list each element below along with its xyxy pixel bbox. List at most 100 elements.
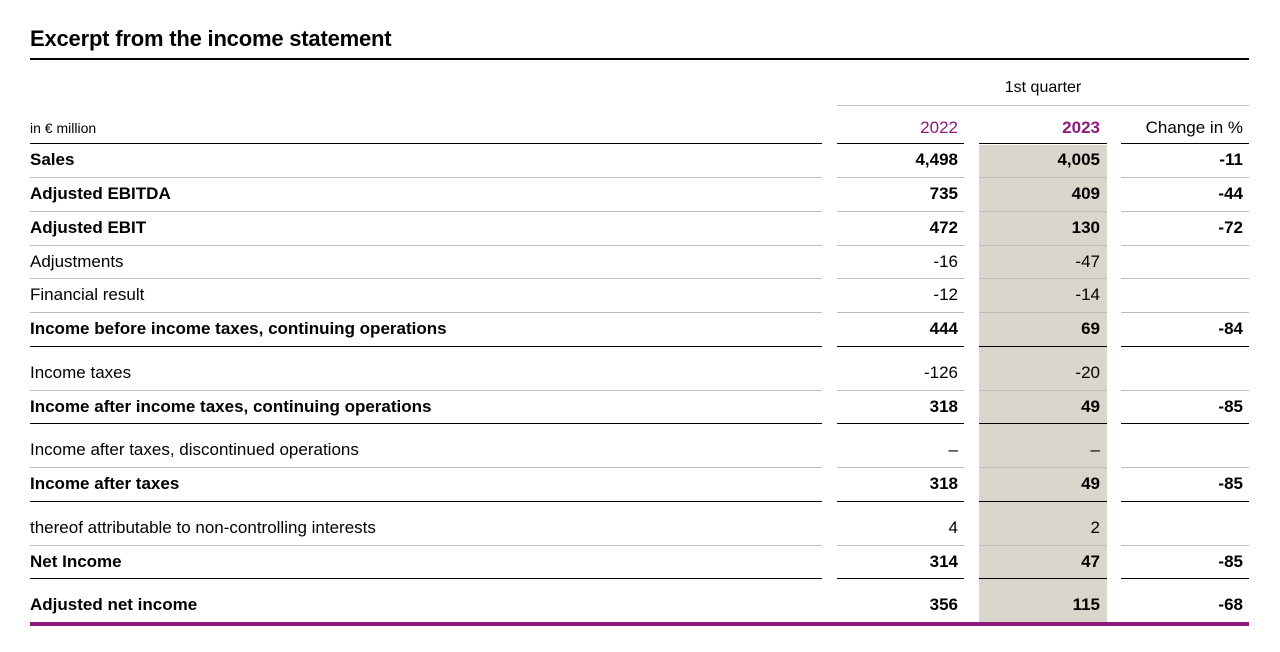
row-rule	[1121, 467, 1249, 468]
row-rule	[837, 143, 964, 144]
row-rule	[837, 278, 964, 279]
table-row: Sales 4,498 4,005 -11	[0, 143, 1280, 177]
change-percent: -11	[1219, 150, 1243, 169]
value-2022: 314	[929, 552, 958, 571]
row-rule	[979, 312, 1107, 313]
row-label: Income taxes	[30, 363, 132, 382]
row-label: Adjusted EBIT	[30, 218, 147, 237]
table-row: Financial result -12 -14	[0, 278, 1280, 312]
value-2023: 49	[1081, 397, 1100, 416]
row-rule	[1121, 143, 1249, 144]
value-2023: 130	[1071, 218, 1100, 237]
row-rule	[979, 501, 1107, 502]
row-rule	[979, 467, 1107, 468]
row-rule	[30, 467, 822, 468]
row-rule	[837, 177, 964, 178]
period-rule	[837, 105, 1249, 106]
row-rule	[30, 312, 822, 313]
page-title: Excerpt from the income statement	[30, 26, 392, 51]
value-2023: 4,005	[1057, 150, 1100, 169]
row-rule	[1121, 501, 1249, 502]
row-rule	[1121, 245, 1249, 246]
value-2022: 735	[929, 184, 958, 203]
value-2023: 409	[1071, 184, 1100, 203]
row-label: Income after taxes	[30, 474, 180, 493]
value-2022: 318	[929, 474, 958, 493]
change-percent	[1121, 433, 1243, 467]
value-2023: 69	[1081, 319, 1100, 338]
table-row: Adjustments -16 -47	[0, 245, 1280, 279]
row-rule	[30, 501, 822, 502]
row-rule	[30, 423, 822, 424]
row-rule	[979, 545, 1107, 546]
value-2023: 49	[1081, 474, 1100, 493]
row-rule	[837, 211, 964, 212]
row-label: Sales	[30, 150, 75, 169]
value-2022: 356	[929, 595, 958, 614]
table-row: Adjusted EBIT 472 130 -72	[0, 211, 1280, 245]
row-rule	[1121, 211, 1249, 212]
change-percent	[1121, 356, 1243, 390]
row-rule	[837, 501, 964, 502]
row-rule	[837, 467, 964, 468]
row-rule	[1121, 346, 1249, 347]
row-rule	[837, 423, 964, 424]
row-rule	[979, 143, 1107, 144]
change-percent: -84	[1218, 319, 1243, 338]
row-rule	[30, 143, 822, 144]
row-label: Adjustments	[30, 252, 124, 271]
row-rule	[979, 177, 1107, 178]
row-rule	[1121, 278, 1249, 279]
change-percent: -85	[1218, 397, 1243, 416]
row-rule	[1121, 423, 1249, 424]
row-rule	[979, 346, 1107, 347]
column-header-change: Change in %	[1145, 118, 1243, 137]
row-label: thereof attributable to non-controlling …	[30, 518, 376, 537]
table-row: Income after taxes 318 49 -85	[0, 467, 1280, 501]
row-label: Income after taxes, discontinued operati…	[30, 440, 359, 459]
value-2022: 4	[948, 518, 958, 537]
value-2022: -16	[933, 252, 958, 271]
row-rule	[979, 390, 1107, 391]
title-rule	[30, 58, 1249, 60]
table-row: Net Income 314 47 -85	[0, 545, 1280, 579]
row-rule	[30, 211, 822, 212]
row-label: Net Income	[30, 552, 122, 571]
row-rule	[979, 578, 1107, 579]
row-rule	[837, 545, 964, 546]
change-percent: -85	[1218, 474, 1243, 493]
value-2023: -47	[1075, 252, 1100, 271]
value-2023: -14	[1075, 285, 1100, 304]
row-rule	[30, 278, 822, 279]
unit-label: in € million	[30, 120, 97, 136]
value-2023: -20	[1075, 363, 1100, 382]
change-percent	[1121, 278, 1243, 312]
change-percent	[1121, 511, 1243, 545]
row-label: Income before income taxes, continuing o…	[30, 319, 447, 338]
table-bottom-rule	[30, 622, 1249, 626]
row-label: Income after income taxes, continuing op…	[30, 397, 432, 416]
table-row: Adjusted net income 356 115 -68	[0, 588, 1280, 622]
row-rule	[837, 245, 964, 246]
change-percent: -85	[1218, 552, 1243, 571]
table-row: Income after income taxes, continuing op…	[0, 390, 1280, 424]
row-rule	[30, 390, 822, 391]
value-2022: –	[948, 440, 958, 459]
row-rule	[979, 211, 1107, 212]
column-header-2023: 2023	[1062, 118, 1100, 137]
period-label: 1st quarter	[1004, 79, 1082, 96]
table-row: thereof attributable to non-controlling …	[0, 511, 1280, 545]
value-2023: –	[1090, 440, 1100, 459]
table-row: Income taxes -126 -20	[0, 356, 1280, 390]
row-label: Adjusted EBITDA	[30, 184, 171, 203]
row-label: Financial result	[30, 285, 145, 304]
change-percent: -44	[1218, 184, 1243, 203]
table-row: Income after taxes, discontinued operati…	[0, 433, 1280, 467]
value-2022: 4,498	[915, 150, 958, 169]
value-2023: 115	[1072, 595, 1100, 614]
value-2022: 444	[929, 319, 958, 338]
column-header-2022: 2022	[920, 118, 958, 137]
row-rule	[1121, 545, 1249, 546]
row-rule	[1121, 312, 1249, 313]
change-percent	[1121, 245, 1243, 279]
